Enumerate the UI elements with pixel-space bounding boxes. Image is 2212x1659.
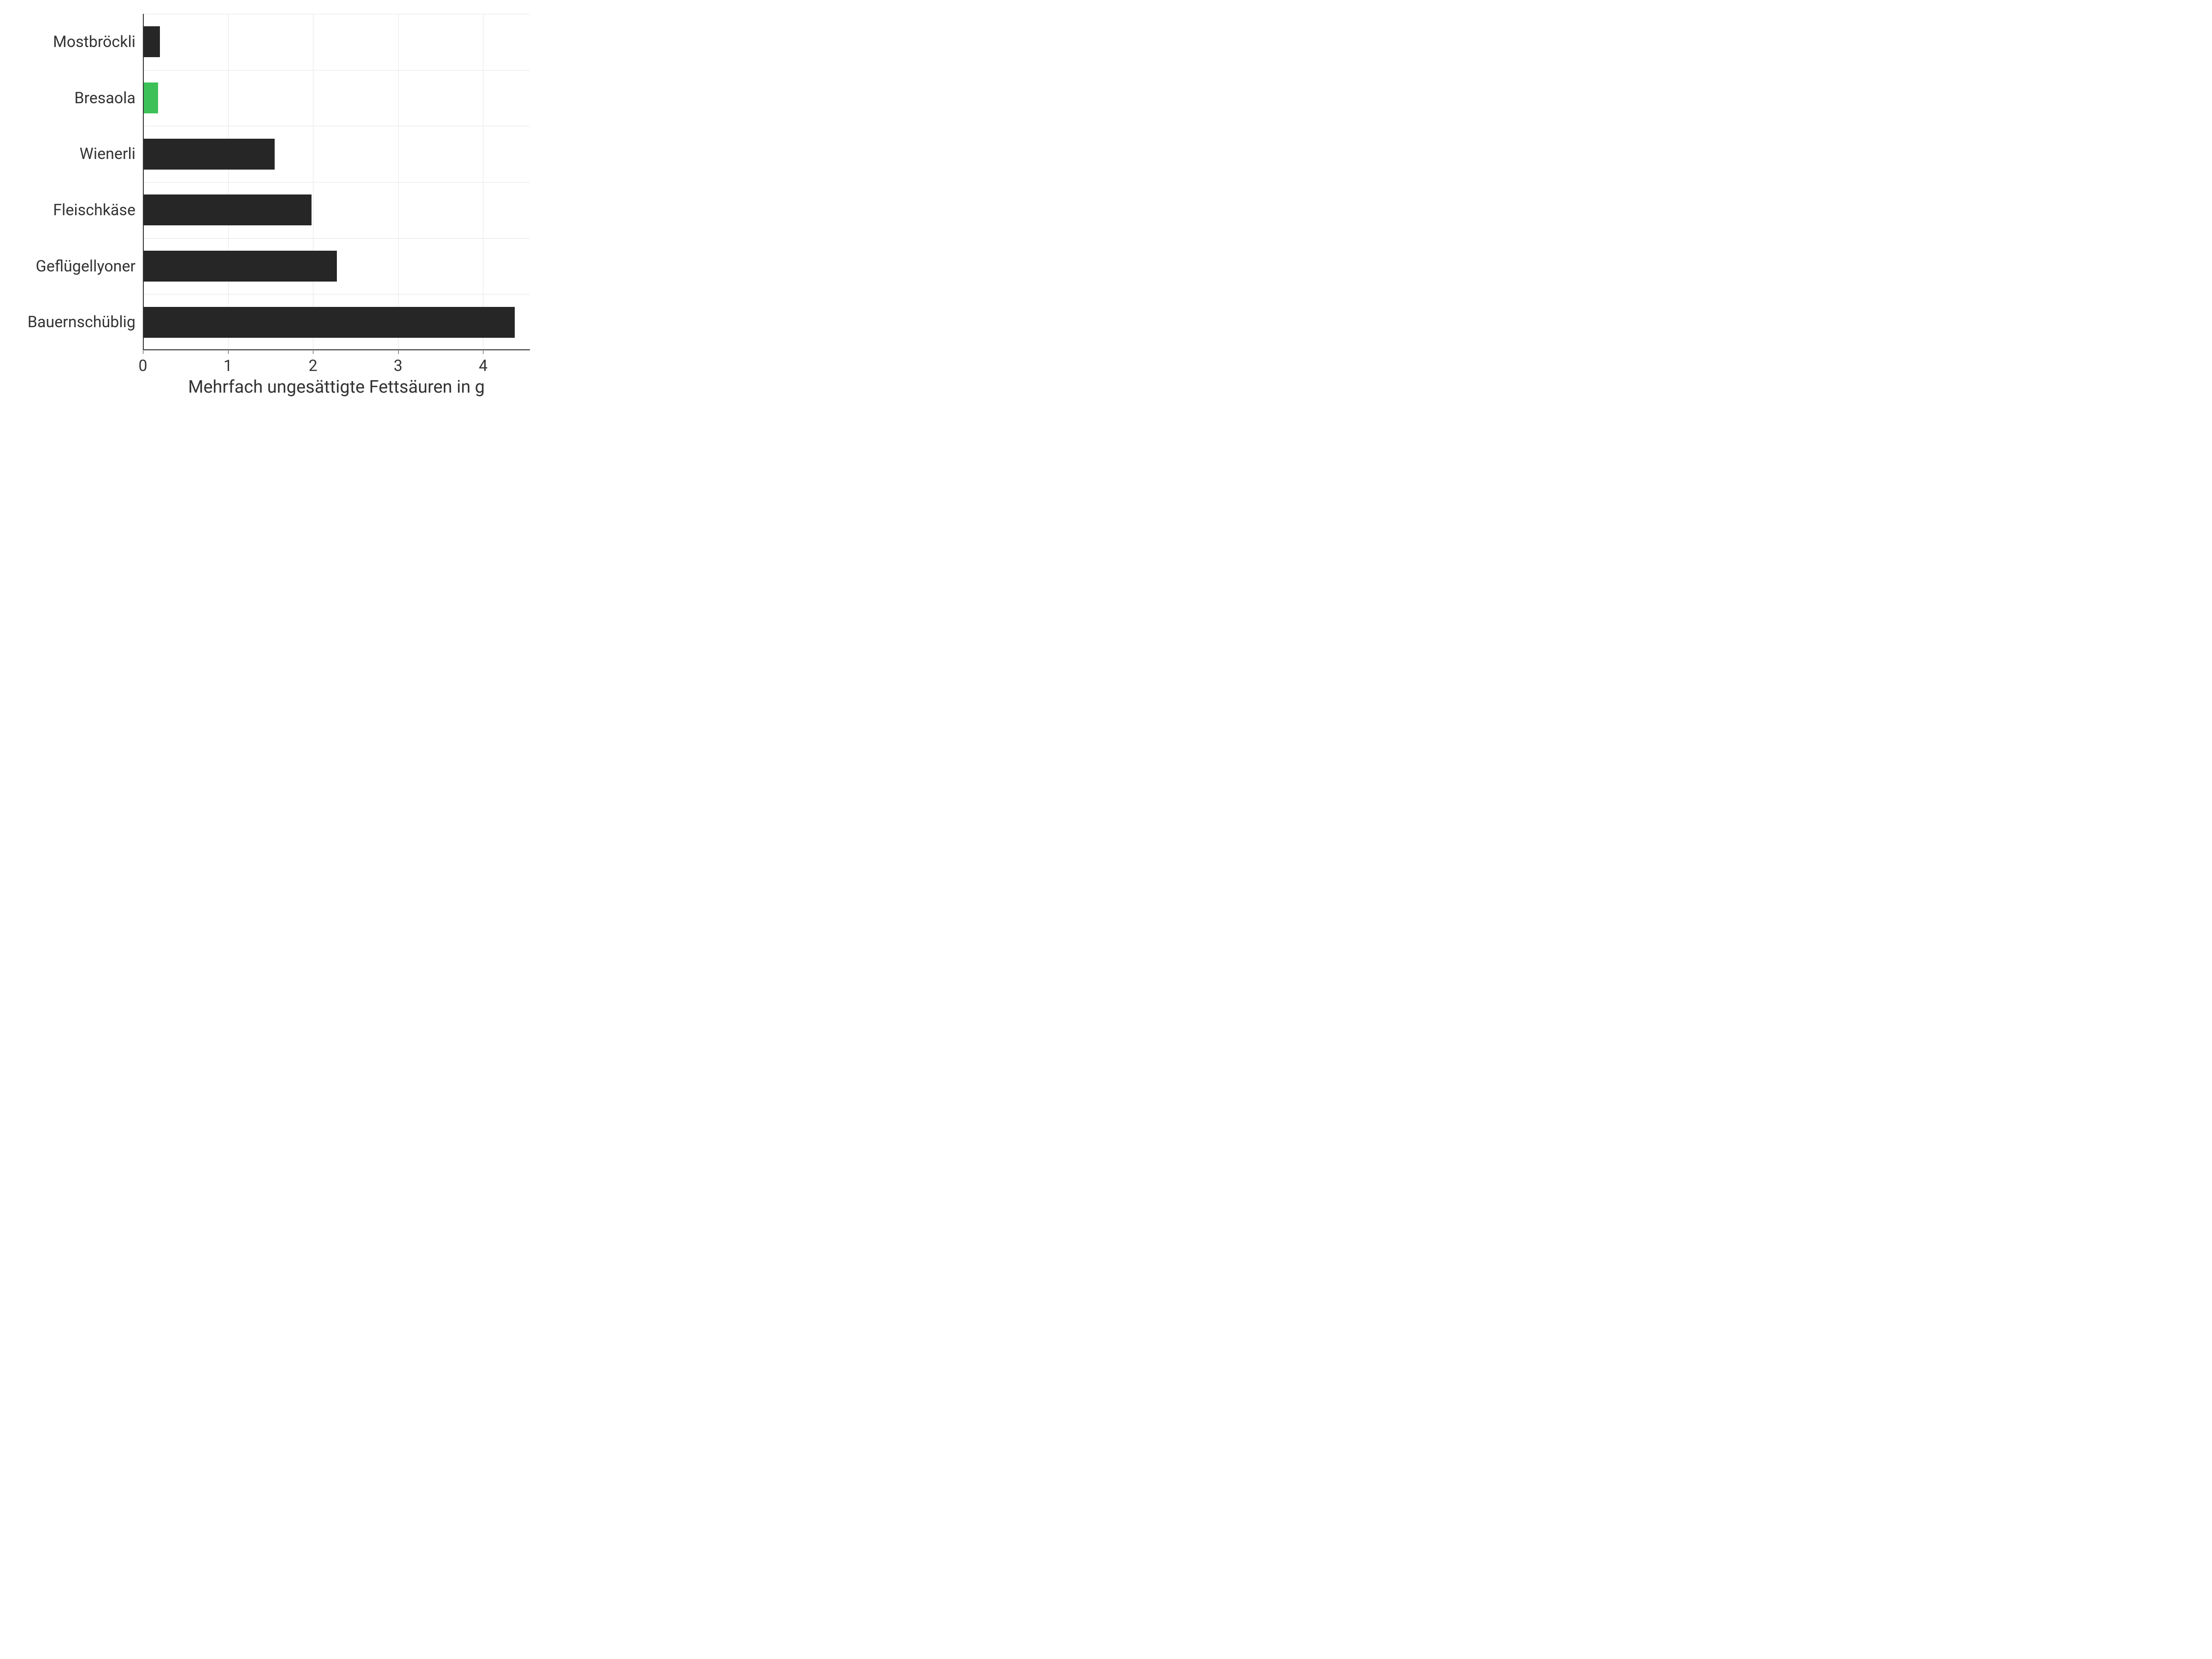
gridline-horizontal	[143, 70, 530, 71]
bar	[143, 307, 515, 338]
plot-area: Mehrfach ungesättigte Fettsäuren in g 01…	[143, 14, 530, 350]
x-axis-title: Mehrfach ungesättigte Fettsäuren in g	[188, 377, 485, 397]
gridline-horizontal	[143, 238, 530, 239]
y-category-label: Mostbröckli	[53, 33, 135, 51]
bar	[143, 82, 158, 113]
bar	[143, 194, 312, 225]
y-category-label: Bauernschüblig	[28, 313, 135, 331]
x-tick	[398, 350, 399, 354]
y-category-label: Bresaola	[74, 89, 135, 107]
bar	[143, 26, 160, 57]
chart-container: Mehrfach ungesättigte Fettsäuren in g 0 1…	[14, 14, 539, 401]
x-tick-label: 3	[394, 357, 402, 375]
y-category-label: Wienerli	[80, 145, 135, 163]
x-axis-line	[143, 349, 530, 350]
x-tick-label: 2	[309, 357, 318, 375]
bar	[143, 139, 275, 170]
gridline-horizontal	[143, 350, 530, 351]
y-category-label: Geflügellyoner	[36, 257, 135, 276]
y-axis-line	[143, 14, 144, 350]
y-category-label: Fleischkäse	[53, 201, 135, 219]
x-tick-label: 4	[479, 357, 488, 375]
bar	[143, 251, 337, 282]
x-tick-label: 1	[224, 357, 232, 375]
x-tick-label: 0	[138, 357, 147, 375]
x-tick	[228, 350, 229, 354]
